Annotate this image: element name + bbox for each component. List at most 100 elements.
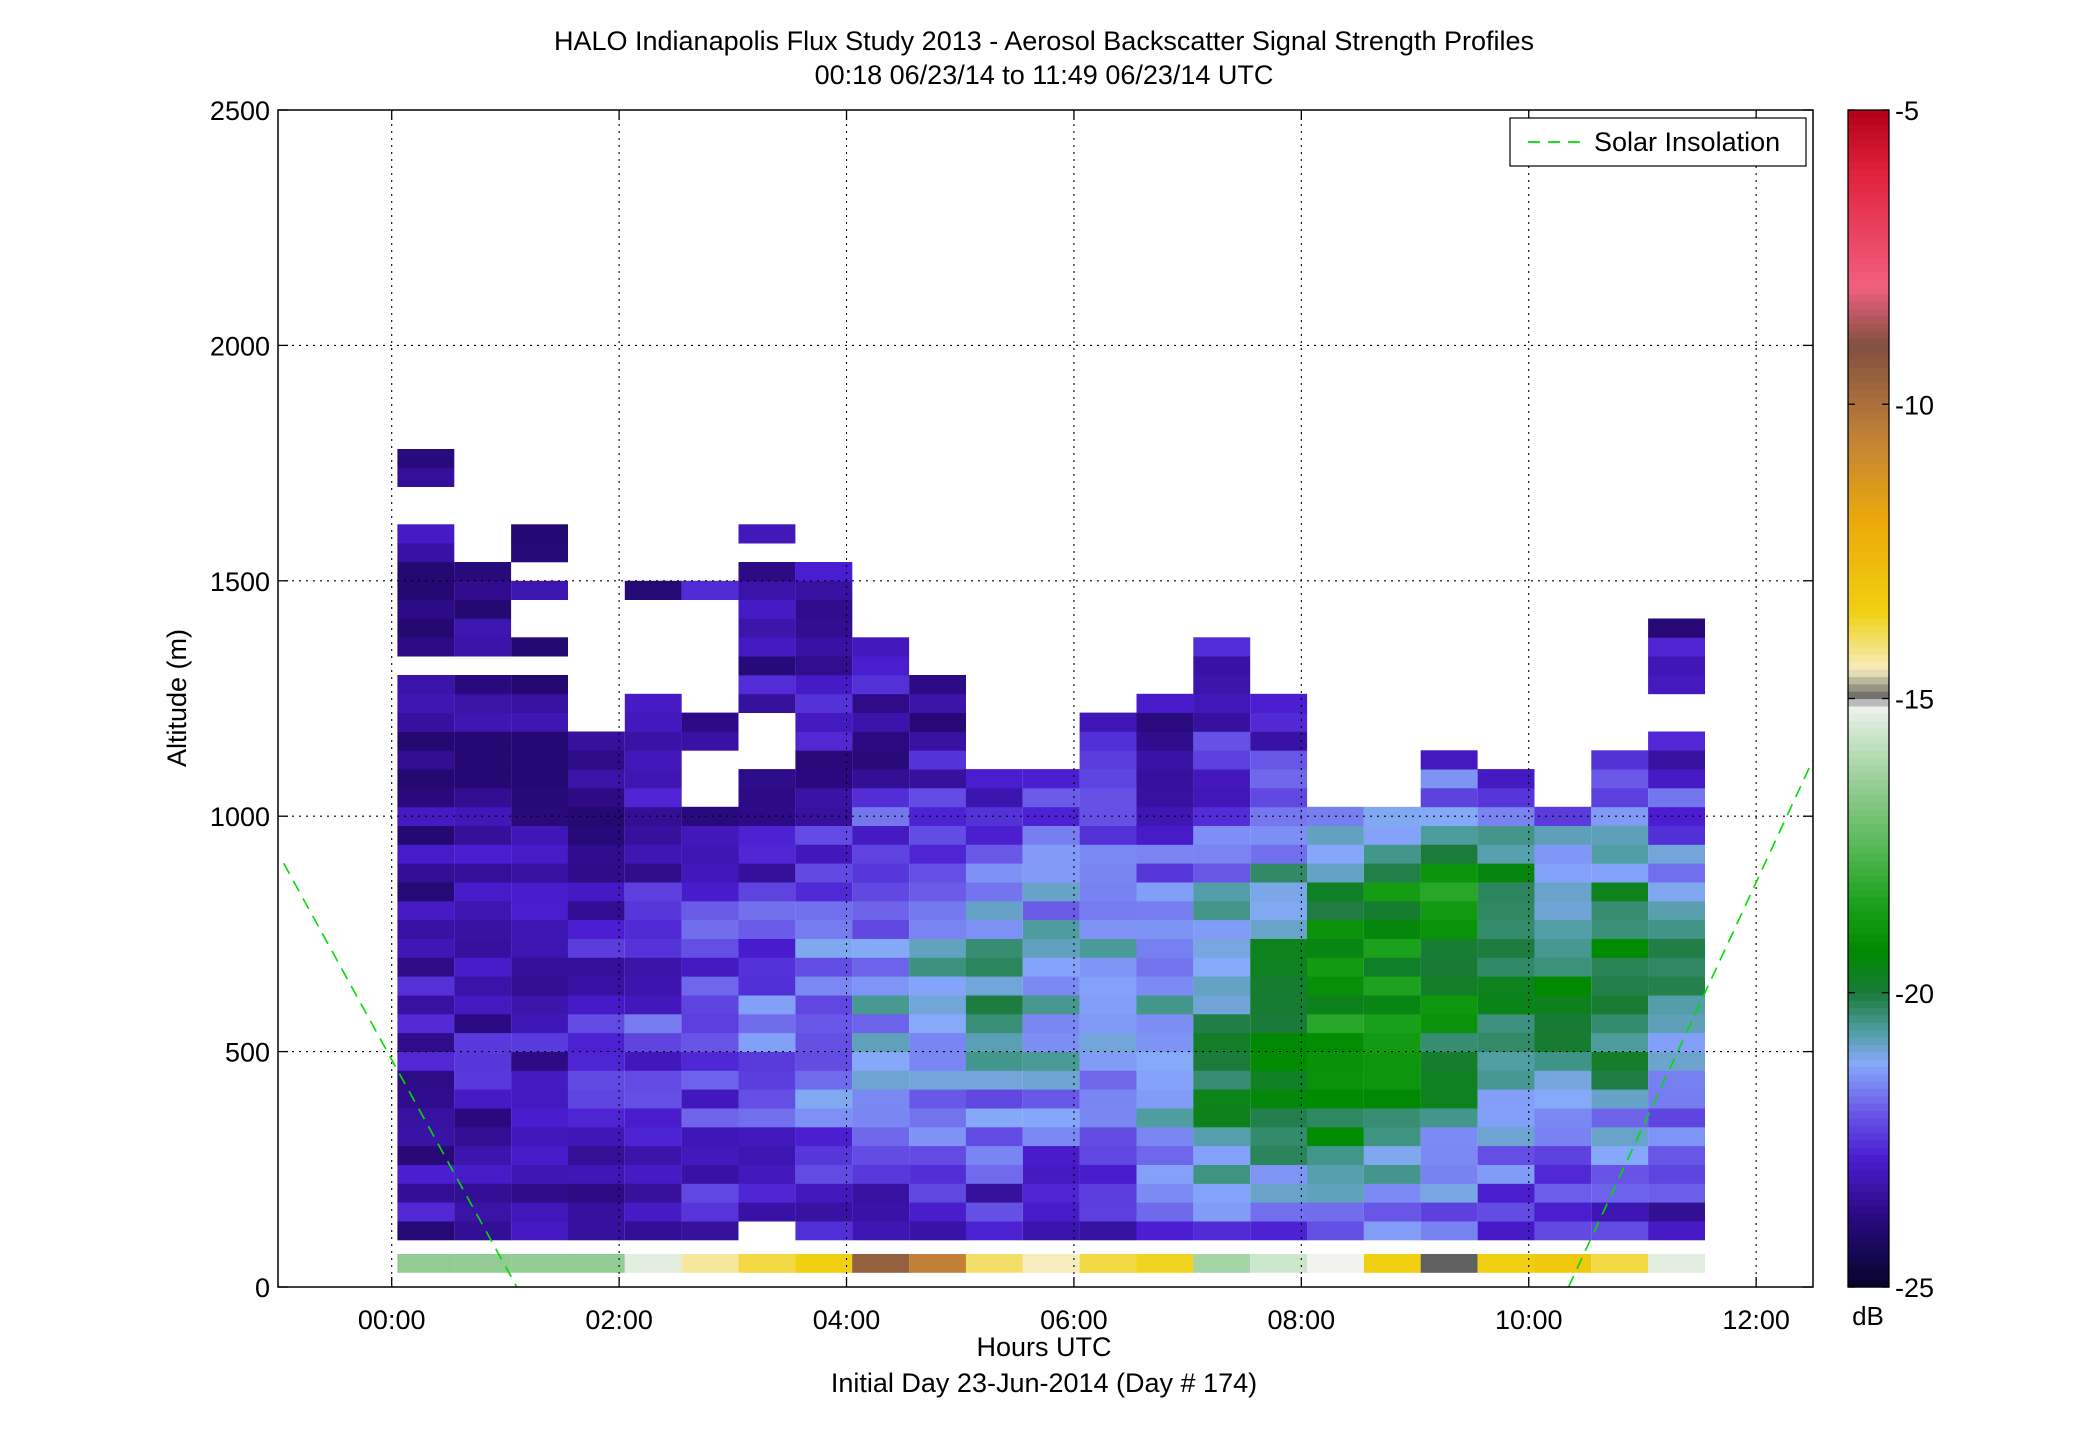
heatmap-cell bbox=[1307, 1032, 1364, 1052]
heatmap-cell bbox=[454, 637, 512, 657]
colorbar-segment bbox=[1848, 168, 1889, 177]
heatmap-cell bbox=[1136, 1164, 1194, 1184]
colorbar-segment bbox=[1848, 1147, 1889, 1156]
heatmap-cell bbox=[909, 844, 966, 864]
heatmap-cell bbox=[852, 1221, 910, 1241]
heatmap-cell bbox=[454, 1164, 512, 1184]
colorbar-segment bbox=[1848, 816, 1889, 825]
heatmap-cell bbox=[1193, 995, 1251, 1015]
heatmap-cell bbox=[567, 863, 625, 883]
heatmap-cell bbox=[1363, 1108, 1421, 1128]
chart-subtitle: 00:18 06/23/14 to 11:49 06/23/14 UTC bbox=[815, 60, 1274, 90]
colorbar-segment bbox=[1848, 941, 1889, 950]
x-tick-label: 00:00 bbox=[358, 1305, 426, 1335]
heatmap-cell bbox=[852, 957, 910, 977]
heatmap-cell bbox=[1022, 938, 1080, 958]
legend-label: Solar Insolation bbox=[1594, 127, 1780, 157]
heatmap-cell bbox=[1477, 769, 1535, 789]
heatmap-cell-surface bbox=[1307, 1254, 1364, 1273]
heatmap-cell bbox=[1477, 863, 1535, 883]
heatmap-cell-surface bbox=[965, 1254, 1023, 1273]
heatmap-cell bbox=[1477, 900, 1535, 921]
heatmap-cell bbox=[795, 844, 853, 864]
heatmap-cell-surface bbox=[1534, 1254, 1592, 1273]
heatmap-cell bbox=[1193, 900, 1251, 921]
colorbar-segment bbox=[1848, 742, 1889, 751]
heatmap-cell bbox=[1079, 1164, 1137, 1184]
heatmap-cell bbox=[852, 1202, 910, 1222]
heatmap-cell bbox=[1193, 957, 1251, 977]
heatmap-cell bbox=[1022, 1164, 1080, 1184]
heatmap-cell bbox=[909, 712, 966, 732]
heatmap-cell bbox=[852, 938, 910, 958]
heatmap-cell bbox=[1022, 1013, 1080, 1034]
heatmap-cell bbox=[511, 1183, 568, 1203]
colorbar-segment bbox=[1848, 308, 1889, 317]
heatmap-cell bbox=[1022, 825, 1080, 845]
heatmap-cell bbox=[567, 957, 625, 977]
heatmap-cell bbox=[1648, 995, 1705, 1015]
colorbar-segment bbox=[1848, 154, 1889, 163]
heatmap-cell bbox=[397, 712, 455, 732]
heatmap-cell-surface bbox=[852, 1254, 910, 1273]
heatmap-cell bbox=[1307, 995, 1364, 1015]
heatmap-cell bbox=[1648, 637, 1705, 657]
heatmap-cell bbox=[511, 1202, 568, 1222]
heatmap-cell bbox=[795, 599, 853, 619]
heatmap-cell bbox=[1136, 769, 1194, 789]
heatmap-cell bbox=[454, 844, 512, 864]
heatmap-cell bbox=[1250, 900, 1308, 921]
heatmap-cell bbox=[1250, 919, 1308, 939]
x-tick-label: 04:00 bbox=[813, 1305, 881, 1335]
heatmap-cell bbox=[1591, 1070, 1649, 1090]
heatmap-cell bbox=[852, 656, 910, 676]
heatmap-cell bbox=[965, 1013, 1023, 1034]
colorbar-segment bbox=[1848, 1191, 1889, 1200]
heatmap-cell bbox=[1534, 863, 1592, 883]
heatmap-cell bbox=[1307, 1013, 1364, 1034]
heatmap-cell bbox=[397, 976, 455, 996]
colorbar-segment bbox=[1848, 1110, 1889, 1119]
heatmap-cell bbox=[454, 1089, 512, 1109]
heatmap-cell bbox=[1363, 1126, 1421, 1147]
heatmap-cell bbox=[624, 1183, 682, 1203]
heatmap-cell bbox=[1022, 995, 1080, 1015]
colorbar-segment bbox=[1848, 1279, 1889, 1288]
colorbar-segment bbox=[1848, 749, 1889, 758]
heatmap-cell bbox=[454, 675, 512, 695]
heatmap-cell bbox=[567, 1013, 625, 1034]
heatmap-cell bbox=[1420, 938, 1478, 958]
heatmap-cell bbox=[1591, 1032, 1649, 1052]
heatmap-cell bbox=[1079, 900, 1137, 921]
heatmap-cell bbox=[454, 788, 512, 808]
x-tick-label: 06:00 bbox=[1040, 1305, 1108, 1335]
heatmap-cell bbox=[397, 825, 455, 845]
heatmap-cell bbox=[1591, 882, 1649, 902]
heatmap-cell bbox=[454, 1221, 512, 1241]
y-tick-label: 1000 bbox=[210, 802, 270, 832]
colorbar-segment bbox=[1848, 110, 1889, 118]
heatmap-cell bbox=[1363, 1089, 1421, 1109]
heatmap-cell bbox=[1307, 1108, 1364, 1128]
heatmap-cell bbox=[681, 976, 739, 996]
colorbar-tick-label: -20 bbox=[1895, 979, 1934, 1009]
heatmap-cell bbox=[965, 1221, 1023, 1241]
colorbar-segment bbox=[1848, 661, 1889, 670]
colorbar-segment bbox=[1848, 727, 1889, 736]
heatmap-cell bbox=[1022, 1051, 1080, 1071]
heatmap-cell bbox=[1363, 1051, 1421, 1071]
solar-insolation-line bbox=[282, 759, 1814, 1288]
heatmap-cell bbox=[1307, 844, 1364, 864]
colorbar-segment bbox=[1848, 911, 1889, 920]
heatmap-cell bbox=[1250, 750, 1308, 770]
colorbar-segment bbox=[1848, 875, 1889, 884]
heatmap-cell-surface bbox=[1136, 1254, 1194, 1273]
heatmap-cell bbox=[1136, 900, 1194, 921]
colorbar-segment bbox=[1848, 1250, 1889, 1259]
heatmap-cell bbox=[1648, 863, 1705, 883]
heatmap-cell bbox=[567, 1202, 625, 1222]
heatmap-cell bbox=[1193, 1051, 1251, 1071]
heatmap-cell bbox=[1250, 957, 1308, 977]
heatmap-cell bbox=[738, 919, 796, 939]
heatmap-cell bbox=[1420, 1051, 1478, 1071]
